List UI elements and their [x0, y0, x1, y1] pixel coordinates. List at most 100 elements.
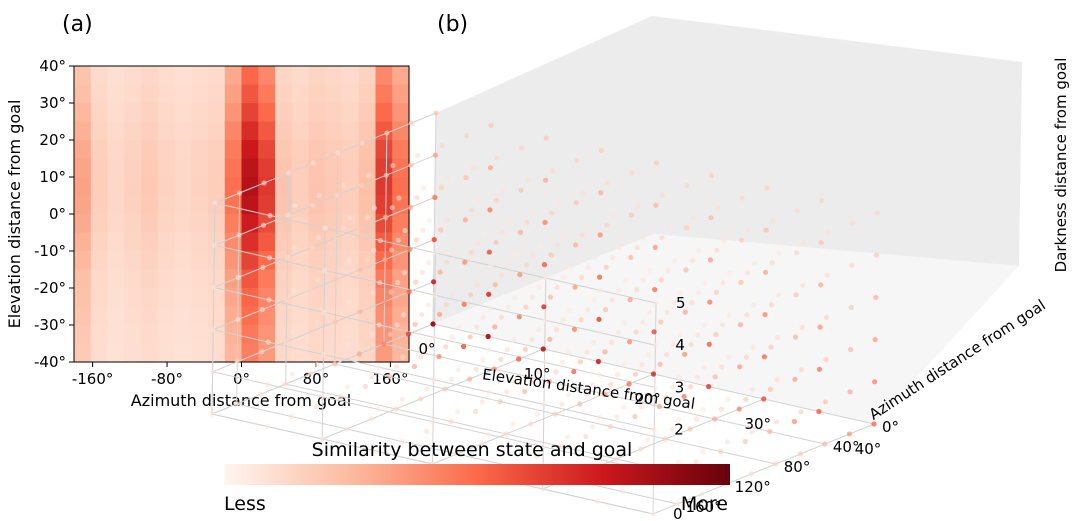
3d-point [608, 381, 614, 387]
3d-point [388, 289, 394, 295]
3d-point [310, 202, 316, 208]
heatmap-cell [174, 177, 192, 197]
3d-point [511, 337, 517, 343]
3d-point [503, 431, 509, 437]
3d-point [375, 364, 382, 370]
heatmap-cell [157, 66, 176, 86]
3d-point [431, 377, 437, 383]
3d-point [315, 277, 321, 283]
3d-point [592, 255, 598, 261]
3d-point [816, 366, 823, 372]
3d-gridline [236, 192, 241, 405]
3d-point [640, 277, 646, 283]
heatmap-cell [157, 251, 176, 271]
heatmap-cell [74, 343, 92, 363]
3d-point [546, 378, 552, 385]
3d-point [377, 237, 383, 244]
3d-gridline [285, 172, 290, 385]
heatmap-cell [74, 269, 92, 289]
3d-point [567, 265, 573, 271]
3d-ytick-label: 120° [735, 478, 771, 496]
heatmap-cell [258, 269, 276, 289]
heatmap-cell [342, 140, 360, 160]
heatmap-cell [241, 121, 259, 141]
3d-point [621, 404, 627, 410]
3d-point [800, 282, 806, 288]
3d-point [573, 242, 579, 248]
heatmap-cell [124, 103, 142, 123]
3d-point [289, 371, 295, 377]
3d-point [763, 227, 769, 233]
3d-point [472, 408, 479, 415]
3d-point [620, 446, 626, 452]
heatmap-cell [392, 177, 410, 197]
heatmap-cell [107, 84, 125, 104]
3d-point [726, 312, 732, 318]
3d-point [516, 314, 522, 320]
3d-point [363, 299, 370, 305]
3d-point [718, 448, 724, 455]
heatmap-cell [342, 121, 360, 141]
heatmap-cell [392, 251, 410, 271]
heatmap-cell [291, 251, 310, 271]
3d-point [516, 356, 522, 362]
3d-point [553, 327, 560, 333]
3d-point [822, 399, 829, 405]
3d-point [793, 292, 799, 298]
3d-point [387, 373, 393, 380]
3d-point [687, 426, 693, 432]
3d-point [652, 244, 658, 250]
3d-point [764, 185, 770, 191]
3d-point [402, 227, 408, 234]
3d-point [598, 287, 604, 294]
3d-point [433, 110, 439, 116]
3d-point [451, 207, 457, 214]
3d-point [431, 279, 437, 285]
3d-point [709, 172, 715, 179]
3d-point [776, 250, 782, 256]
3d-point [628, 212, 634, 218]
heatmap-cell [174, 251, 192, 271]
heatmap-cell [174, 288, 192, 308]
3d-point [597, 232, 603, 238]
heatmap-cell [308, 103, 326, 123]
3d-point [597, 330, 603, 336]
colorbar-low-label: Less [224, 493, 266, 515]
3d-point [401, 312, 407, 318]
heatmap-cell [191, 325, 209, 345]
3d-point [432, 194, 438, 200]
3d-ztick-label: 3 [675, 378, 685, 396]
3d-point [292, 202, 298, 209]
3d-point [393, 406, 399, 412]
heatmap-cell [375, 121, 393, 141]
colorbar-title: Similarity between state and goal [312, 439, 633, 461]
3d-ztick-label: 0 [673, 505, 683, 521]
heatmap-cell [141, 121, 159, 141]
3d-point [522, 388, 528, 395]
heatmap-cell [308, 195, 326, 215]
3d-point [822, 441, 828, 447]
heatmap-cell [74, 214, 92, 234]
3d-point [492, 282, 498, 288]
heatmap-cell [375, 343, 393, 363]
3d-ytick-label: 80° [784, 458, 811, 476]
heatmap-cell [241, 288, 259, 308]
3d-point [264, 423, 270, 430]
3d-point [665, 267, 671, 273]
3d-point [308, 329, 314, 335]
3d-point [307, 371, 313, 377]
3d-point [674, 501, 681, 507]
3d-point [700, 407, 706, 413]
3d-point [209, 411, 215, 417]
3d-point [406, 289, 412, 295]
heatmap-cell [358, 269, 377, 289]
heatmap-cell [241, 251, 259, 271]
3d-point [670, 384, 676, 390]
3d-point [745, 227, 751, 234]
3d-point [487, 165, 494, 171]
3d-point [235, 274, 241, 280]
3d-point [233, 401, 240, 407]
3d-point [694, 374, 700, 380]
3d-point [706, 341, 712, 347]
3d-point [596, 274, 603, 280]
